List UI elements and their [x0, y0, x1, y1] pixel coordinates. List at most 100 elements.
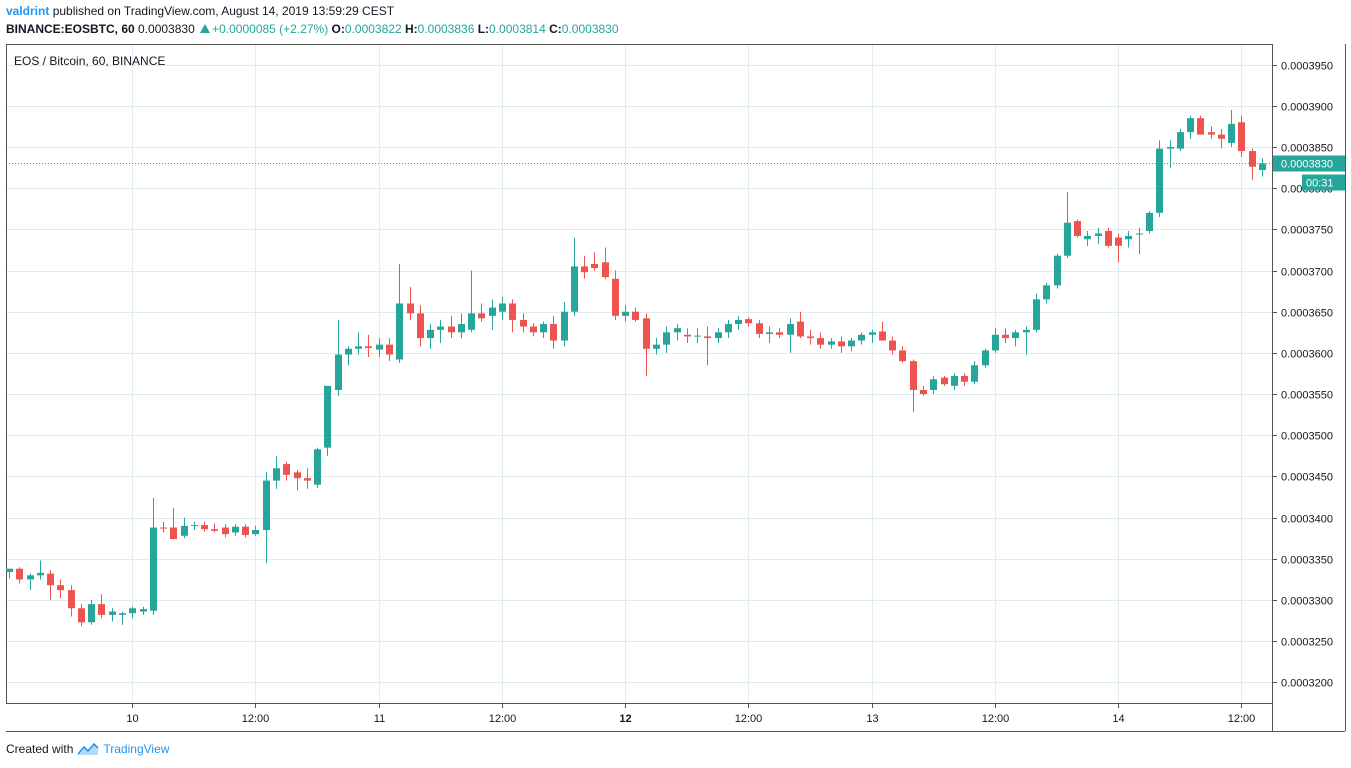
candle: [47, 570, 54, 601]
candle: [653, 338, 660, 355]
candle-body: [1146, 212, 1153, 231]
candle: [170, 507, 177, 540]
candle: [109, 608, 116, 622]
candle: [211, 523, 218, 533]
candle-body: [37, 572, 44, 576]
tradingview-link[interactable]: TradingView: [103, 742, 170, 756]
candle: [499, 296, 506, 320]
candle: [982, 348, 989, 368]
candle: [478, 303, 485, 322]
candle: [365, 334, 372, 358]
price-tick-label: 0.0003300: [1281, 596, 1333, 608]
candle-body: [458, 324, 465, 333]
time-tick-label: 12:00: [489, 713, 517, 725]
candle: [889, 336, 896, 355]
candle-body: [807, 336, 814, 339]
candle: [252, 525, 259, 536]
candle-body: [365, 346, 372, 348]
candle: [37, 560, 44, 580]
candle-body: [653, 344, 660, 349]
candle-body: [838, 341, 845, 347]
candle: [1043, 282, 1050, 304]
candle: [27, 573, 34, 591]
price-tick-label: 0.0003200: [1281, 678, 1333, 690]
candle: [530, 323, 537, 337]
author-link[interactable]: valdrint: [6, 4, 50, 18]
candle: [1095, 227, 1102, 245]
candle: [858, 332, 865, 345]
candle: [899, 346, 906, 363]
candle: [1074, 219, 1081, 238]
candle: [78, 604, 85, 627]
low-label: L:: [477, 22, 490, 36]
candle: [1187, 115, 1194, 139]
time-tick-label: 13: [866, 713, 878, 725]
candle: [386, 338, 393, 362]
price-tick-label: 0.0003250: [1281, 637, 1333, 649]
candle-body: [941, 377, 948, 385]
close-value: 0.0003830: [561, 22, 619, 36]
candle: [817, 332, 824, 349]
candle: [704, 326, 711, 366]
candle-body: [1259, 163, 1266, 171]
candle: [1105, 227, 1112, 248]
candle-body: [520, 319, 527, 327]
candle: [632, 307, 639, 322]
candle-body: [930, 379, 937, 390]
candle-body: [612, 278, 619, 316]
candle: [591, 252, 598, 271]
candle: [756, 319, 763, 339]
time-tick-label: 12:00: [735, 713, 763, 725]
candle-body: [427, 329, 434, 339]
open-label: O:: [331, 22, 345, 36]
candle-body: [1249, 151, 1256, 167]
candle-body: [150, 527, 157, 611]
candle: [674, 324, 681, 341]
candle: [57, 579, 64, 599]
candle: [201, 521, 208, 532]
candle-body: [715, 332, 722, 339]
candle: [1084, 230, 1091, 246]
candle-body: [252, 530, 259, 535]
candle: [571, 237, 578, 316]
candle-body: [1115, 237, 1122, 246]
candle: [643, 313, 650, 376]
time-tick-label: 14: [1112, 713, 1124, 725]
price-axis[interactable]: 0.0003200 0.0003250 0.0003300 0.0003350 0.00…: [1272, 61, 1333, 690]
candle-body: [920, 389, 927, 395]
candle-body: [530, 326, 537, 333]
time-tick-label: 12: [619, 713, 631, 725]
candle-body: [684, 334, 691, 337]
candle-body: [345, 348, 352, 355]
grid-lines: [6, 44, 1272, 703]
price-badge-text: 0.0003830: [1281, 159, 1333, 171]
candle: [68, 585, 75, 617]
candle-body: [745, 319, 752, 324]
candle: [910, 359, 917, 413]
candle: [1054, 254, 1061, 289]
candle: [1002, 328, 1009, 344]
candle-body: [674, 328, 681, 333]
price-badge: 0.0003830: [1273, 155, 1345, 172]
candle-body: [1033, 299, 1040, 330]
candle: [273, 455, 280, 489]
candle: [848, 338, 855, 352]
candle: [1023, 326, 1030, 355]
candle-body: [407, 303, 414, 314]
candle: [181, 517, 188, 539]
candle: [725, 319, 732, 339]
candle: [602, 247, 609, 279]
chart-legend: EOS / Bitcoin, 60, BINANCE: [14, 54, 165, 68]
time-axis[interactable]: 10 12:00 11 12:00 12 12:00 13 12:00 14 12:00: [126, 703, 1255, 725]
high-label: H:: [404, 22, 418, 36]
candle-body: [119, 613, 126, 615]
candle: [971, 361, 978, 385]
candle-body: [242, 526, 249, 535]
time-tick-label: 11: [374, 713, 385, 725]
high-value: 0.0003836: [417, 22, 475, 36]
candle-body: [1238, 122, 1245, 152]
time-tick-label: 12:00: [242, 713, 270, 725]
candle: [797, 311, 804, 339]
candle: [735, 315, 742, 330]
